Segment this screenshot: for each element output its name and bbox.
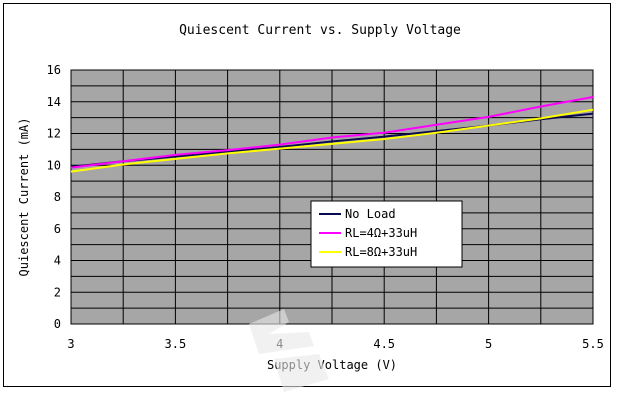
- x-tick-label: 3: [67, 337, 74, 351]
- line-chart: Quiescent Current vs. Supply Voltage 0 2 4…: [17, 23, 604, 372]
- y-tick-label: 8: [54, 190, 61, 204]
- y-tick-label: 12: [47, 127, 61, 141]
- y-tick-label: 14: [47, 95, 61, 109]
- vertical-gridlines: [70, 70, 594, 324]
- y-tick-label: 2: [54, 285, 61, 299]
- legend: No Load RL=4Ω+33uH RL=8Ω+33uH: [310, 200, 463, 268]
- x-tick-label: 4.5: [373, 337, 395, 351]
- series-lines: [70, 96, 594, 173]
- y-tick-label: 4: [54, 254, 61, 268]
- chart-frame: Quiescent Current vs. Supply Voltage 0 2 4…: [3, 3, 611, 392]
- watermark-graphic: [249, 309, 329, 392]
- series-line: [70, 108, 594, 173]
- y-tick-label: 0: [54, 317, 61, 331]
- x-tick-label: 3.5: [165, 337, 187, 351]
- x-tick-label: 5: [485, 337, 492, 351]
- legend-label: RL=8Ω+33uH: [345, 245, 417, 259]
- y-axis-label: Quiescent Current (mA): [17, 118, 31, 277]
- y-tick-labels: 0 2 4 6 8 10 12 14 16: [47, 63, 61, 331]
- y-tick-label: 10: [47, 158, 61, 172]
- series-line: [70, 96, 594, 169]
- y-tick-label: 16: [47, 63, 61, 77]
- y-tick-label: 6: [54, 222, 61, 236]
- chart-title: Quiescent Current vs. Supply Voltage: [179, 23, 461, 38]
- legend-label: RL=4Ω+33uH: [345, 226, 417, 240]
- legend-label: No Load: [345, 207, 396, 221]
- x-tick-label: 5.5: [582, 337, 604, 351]
